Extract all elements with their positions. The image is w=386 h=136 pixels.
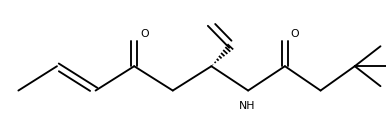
- Text: O: O: [291, 29, 300, 39]
- Text: O: O: [140, 29, 149, 39]
- Text: NH: NH: [239, 101, 256, 111]
